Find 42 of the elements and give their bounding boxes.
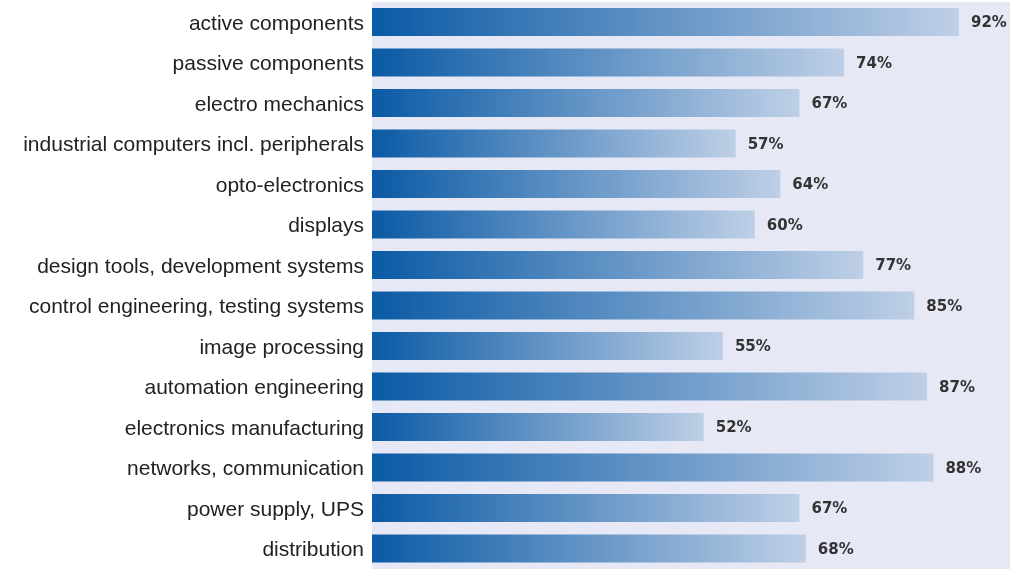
y-tick-label: design tools, development systems [37, 253, 364, 277]
bar [372, 48, 845, 77]
data-label: 57% [747, 134, 784, 153]
y-tick-label: opto-electronics [215, 172, 364, 196]
bar [372, 534, 806, 563]
data-label: 64% [792, 175, 829, 194]
bar [372, 332, 723, 360]
bar [372, 251, 864, 279]
bar [372, 453, 934, 482]
bar [372, 129, 736, 158]
data-label: 68% [817, 539, 854, 558]
y-tick-label: passive components [172, 51, 364, 75]
data-label: 77% [875, 256, 912, 275]
bar [372, 413, 704, 441]
y-tick-label: electro mechanics [194, 91, 364, 115]
data-label: 52% [715, 418, 752, 437]
bar [372, 8, 959, 36]
data-label: 88% [945, 458, 982, 477]
y-tick-label: displays [288, 213, 364, 237]
bar [372, 89, 800, 117]
bar [372, 291, 915, 320]
bar [372, 170, 781, 198]
bar [372, 494, 800, 522]
bar [372, 372, 928, 401]
y-tick-label: active components [188, 10, 364, 34]
y-tick-label: networks, communication [127, 456, 364, 480]
y-tick-label: automation engineering [144, 375, 364, 399]
data-label: 92% [970, 13, 1007, 32]
y-tick-label: electronics manufacturing [124, 415, 364, 439]
data-label: 55% [734, 337, 771, 356]
data-label: 74% [856, 53, 893, 72]
data-label: 87% [939, 377, 975, 396]
y-tick-label: industrial computers incl. peripherals [23, 132, 364, 156]
bar [372, 210, 755, 239]
y-tick-label: power supply, UPS [186, 496, 364, 520]
data-label: 67% [811, 499, 848, 518]
y-tick-label: control engineering, testing systems [28, 294, 364, 318]
data-label: 67% [811, 94, 848, 113]
y-tick-label: distribution [262, 537, 364, 561]
y-tick-label: image processing [199, 334, 364, 358]
data-label: 85% [926, 296, 963, 315]
data-label: 60% [766, 215, 803, 234]
